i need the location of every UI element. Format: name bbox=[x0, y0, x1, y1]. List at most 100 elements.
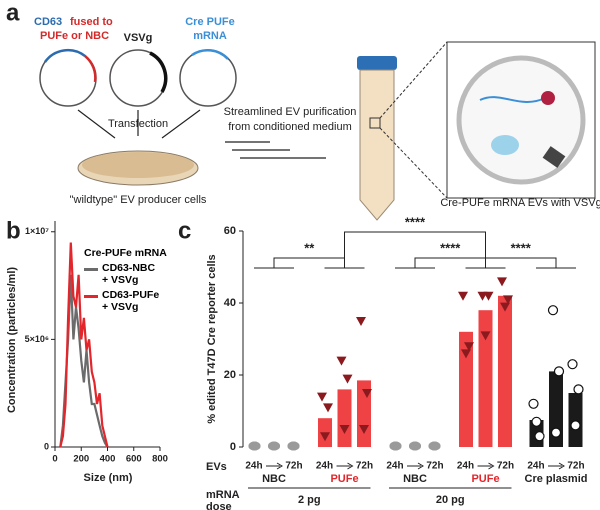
zoom-box bbox=[369, 117, 381, 129]
timepoint-label: 24h bbox=[527, 461, 544, 472]
x-tick-label: 0 bbox=[52, 454, 57, 465]
zoom-line bbox=[379, 127, 448, 199]
point bbox=[553, 366, 565, 377]
significance-label: **** bbox=[405, 214, 426, 229]
y-axis-title: Concentration (particles/ml) bbox=[6, 267, 18, 413]
bar bbox=[568, 393, 583, 447]
legend-swatch bbox=[84, 268, 98, 271]
point bbox=[317, 392, 327, 402]
x-tick-label: 600 bbox=[126, 454, 142, 465]
timepoint-arrow bbox=[347, 462, 354, 470]
point bbox=[550, 427, 562, 438]
significance-bracket bbox=[485, 257, 557, 268]
point bbox=[567, 359, 578, 370]
timepoint-label: 72h bbox=[356, 461, 373, 472]
legend-label: CD63-PUFe + VSVg bbox=[102, 289, 160, 313]
significance-label: **** bbox=[511, 240, 532, 255]
dish-cells bbox=[82, 152, 194, 178]
point bbox=[320, 432, 330, 442]
timepoint-label: 72h bbox=[426, 461, 443, 472]
label: VSVg bbox=[124, 32, 153, 44]
point bbox=[500, 302, 510, 312]
y-tick-label: 40 bbox=[224, 297, 236, 309]
point bbox=[409, 441, 421, 451]
point bbox=[356, 317, 366, 326]
bar bbox=[459, 331, 473, 447]
point bbox=[362, 389, 372, 398]
significance-label: ** bbox=[304, 240, 315, 255]
significance-bracket bbox=[414, 257, 486, 268]
point bbox=[323, 403, 333, 413]
point bbox=[483, 291, 494, 301]
ev bbox=[456, 55, 586, 185]
point bbox=[458, 291, 468, 301]
plasmids bbox=[39, 48, 237, 107]
point bbox=[336, 356, 347, 366]
label: Cre PUFe bbox=[185, 16, 235, 28]
label: Cre-PUFe mRNA EVs with VSVg bbox=[440, 197, 600, 209]
timepoint-label: 24h bbox=[316, 461, 333, 472]
point bbox=[428, 441, 441, 451]
timepoint-arrow bbox=[417, 462, 424, 470]
point bbox=[268, 441, 280, 451]
point bbox=[359, 425, 369, 434]
tube-cap bbox=[357, 56, 397, 70]
y-tick-label: 0 bbox=[230, 441, 236, 453]
label: fused to bbox=[70, 16, 113, 28]
label: "wildtype" EV producer cells bbox=[70, 194, 207, 206]
vsvg bbox=[542, 146, 566, 168]
row-label: EVs bbox=[206, 461, 227, 473]
x-axis-title: Size (nm) bbox=[84, 472, 133, 484]
timepoint-label: 24h bbox=[245, 461, 262, 472]
y-tick-label: 20 bbox=[224, 369, 236, 381]
point bbox=[503, 295, 513, 305]
legend-entry: CD63-PUFe + VSVg bbox=[84, 289, 170, 313]
point bbox=[547, 305, 559, 316]
cre bbox=[491, 135, 519, 155]
point bbox=[480, 331, 491, 341]
timepoint-label: 24h bbox=[386, 461, 403, 472]
timepoint-arrow bbox=[488, 462, 495, 470]
bar bbox=[498, 295, 512, 447]
y-tick-label: 1×10⁷ bbox=[25, 226, 49, 236]
point bbox=[339, 425, 350, 434]
point bbox=[461, 349, 471, 359]
row-label: mRNA bbox=[206, 489, 240, 501]
group-label: Cre plasmid bbox=[525, 473, 588, 485]
dose-label: 20 pg bbox=[436, 494, 465, 506]
timepoint-label: 72h bbox=[285, 461, 302, 472]
point bbox=[534, 431, 545, 442]
legend-label: CD63-NBC + VSVg bbox=[102, 262, 156, 286]
point bbox=[570, 420, 581, 431]
label: PUFe or NBC bbox=[40, 30, 109, 42]
y-tick-label: 60 bbox=[224, 225, 236, 237]
point bbox=[464, 342, 474, 352]
legend-entry: CD63-NBC + VSVg bbox=[84, 262, 170, 286]
legend-title: Cre-PUFe mRNA bbox=[84, 247, 167, 259]
label: Streamlined EV purification bbox=[224, 106, 357, 118]
timepoint-label: 72h bbox=[567, 461, 584, 472]
dose-label: 2 pg bbox=[298, 494, 321, 506]
y-tick-label: 5×10⁶ bbox=[25, 334, 49, 344]
point bbox=[287, 441, 300, 451]
y-tick-label: 0 bbox=[44, 441, 49, 451]
point bbox=[573, 384, 584, 395]
panel-label: a bbox=[6, 0, 20, 26]
bar bbox=[337, 389, 352, 447]
timepoint-label: 72h bbox=[497, 461, 514, 472]
row-label: dose bbox=[206, 501, 232, 510]
significance-bracket bbox=[344, 231, 486, 258]
x-tick-label: 400 bbox=[100, 454, 116, 465]
point bbox=[342, 374, 353, 384]
bar bbox=[549, 371, 563, 447]
group-label: NBC bbox=[262, 473, 286, 485]
significance-bracket bbox=[273, 257, 345, 268]
point bbox=[497, 277, 507, 287]
point bbox=[531, 416, 542, 427]
group-label: NBC bbox=[403, 473, 427, 485]
panel-label: b bbox=[6, 217, 21, 244]
point bbox=[248, 441, 261, 451]
legend-swatch bbox=[84, 295, 98, 298]
label: mRNA bbox=[193, 30, 227, 42]
